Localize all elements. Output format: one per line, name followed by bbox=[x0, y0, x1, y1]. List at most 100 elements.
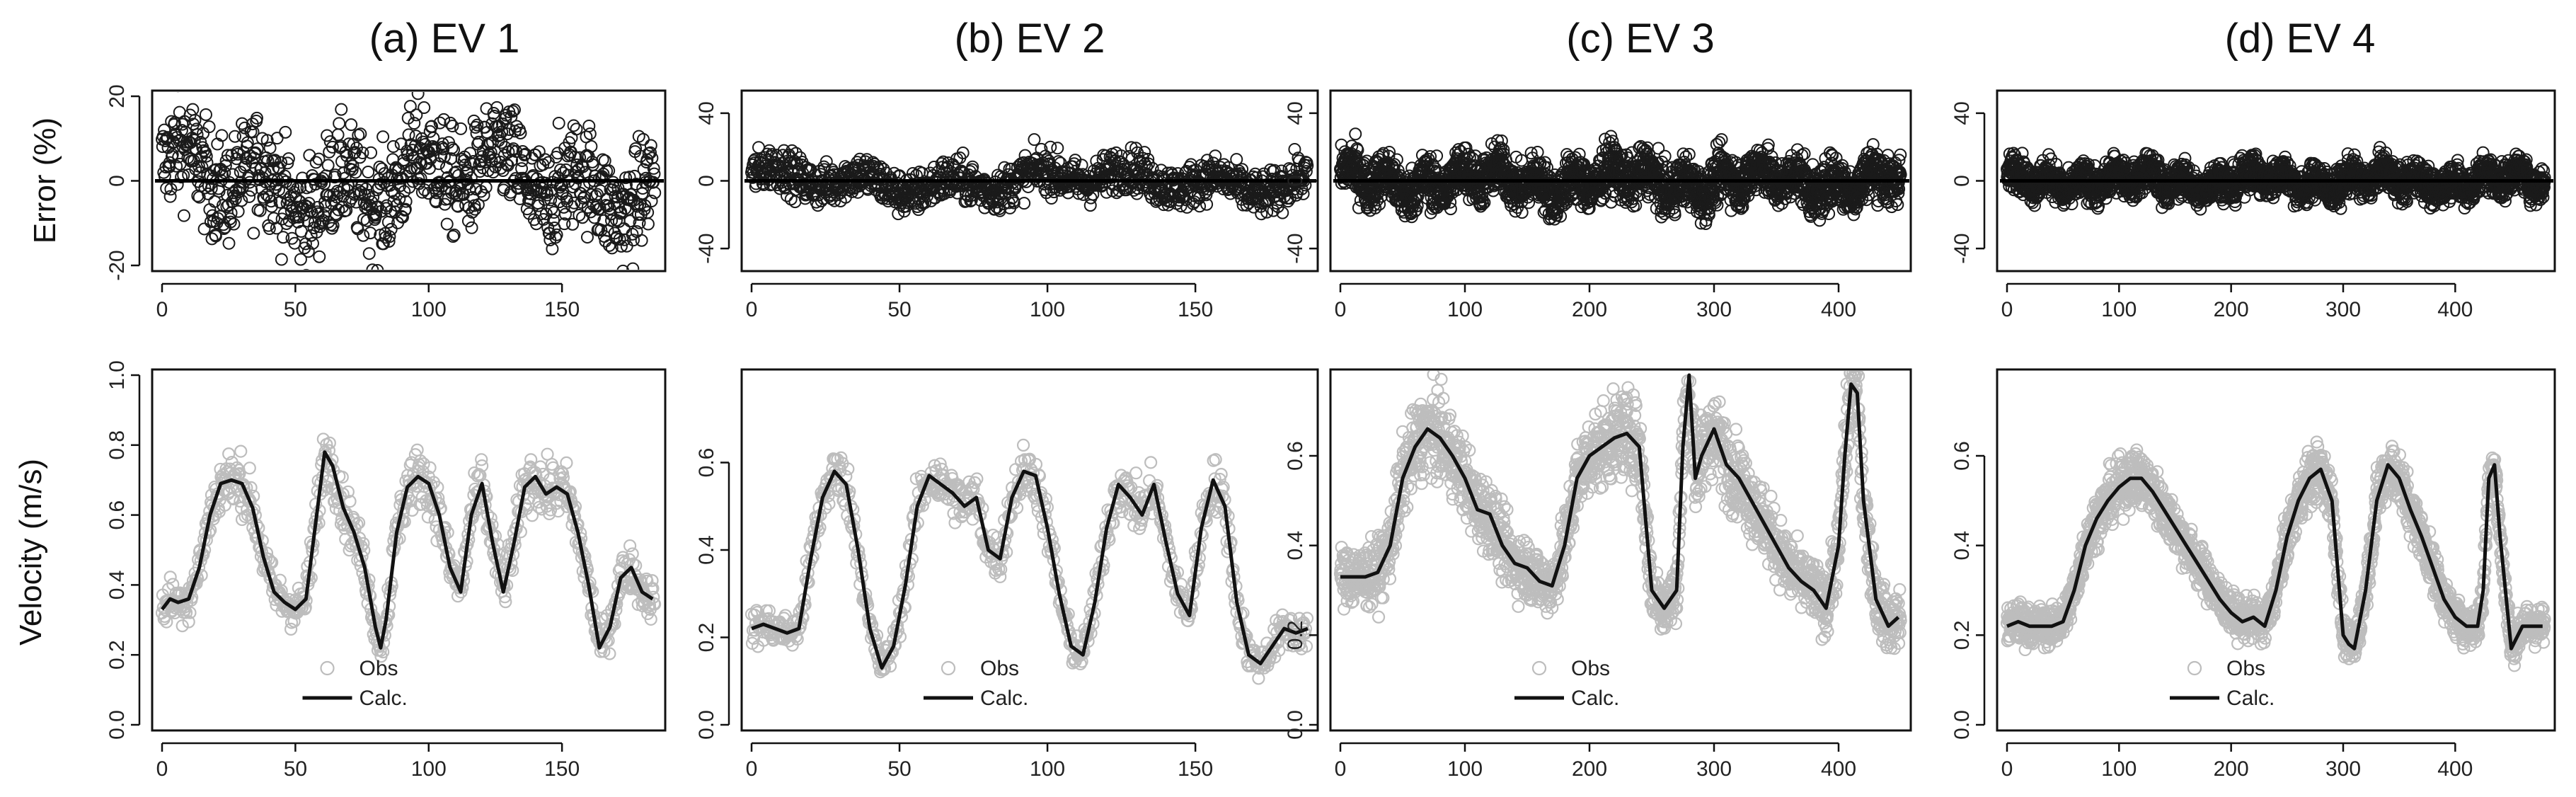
error-point bbox=[1626, 192, 1639, 205]
plot-frame bbox=[151, 89, 667, 273]
error-point bbox=[1599, 132, 1612, 146]
error-point bbox=[1491, 134, 1505, 147]
error-point bbox=[1255, 207, 1268, 221]
error-point bbox=[517, 171, 530, 185]
error-point bbox=[1713, 136, 1726, 149]
plot-frame bbox=[1996, 89, 2556, 273]
error-point bbox=[1476, 197, 1490, 211]
y-tick-label: 40 bbox=[695, 101, 718, 125]
x-tick-label: 100 bbox=[2101, 298, 2137, 321]
error-point bbox=[333, 185, 346, 199]
error-point bbox=[582, 120, 596, 133]
error-point bbox=[335, 103, 348, 116]
error-point bbox=[464, 147, 477, 160]
error-point bbox=[322, 215, 335, 229]
error-point bbox=[280, 217, 293, 230]
x-tick-label: 0 bbox=[156, 298, 168, 321]
error-point bbox=[510, 120, 524, 133]
y-tick-label: -40 bbox=[1284, 233, 1307, 263]
y-tick-label: 40 bbox=[1284, 101, 1307, 125]
y-tick-label: 0 bbox=[695, 175, 718, 187]
error-point bbox=[2126, 194, 2139, 207]
error-point bbox=[331, 128, 345, 142]
error-point bbox=[423, 125, 437, 138]
x-tick-label: 0 bbox=[2001, 298, 2013, 321]
error-point bbox=[467, 114, 481, 127]
error-point bbox=[557, 200, 570, 214]
error-point bbox=[313, 250, 326, 263]
error-point bbox=[231, 205, 245, 218]
error-point bbox=[356, 147, 369, 160]
error-point bbox=[1142, 157, 1155, 171]
error-point bbox=[432, 182, 445, 195]
error-point bbox=[514, 126, 527, 139]
error-point bbox=[352, 128, 365, 142]
error-point bbox=[215, 129, 229, 142]
panel-title-c: (c) EV 3 bbox=[1566, 16, 1715, 62]
error-point bbox=[966, 160, 979, 173]
error-point bbox=[188, 113, 202, 127]
error-point bbox=[1426, 202, 1439, 215]
error-point bbox=[177, 209, 190, 222]
error-point bbox=[515, 162, 529, 176]
error-point bbox=[1043, 178, 1057, 191]
error-point bbox=[314, 217, 327, 231]
error-point bbox=[430, 195, 443, 209]
error-point bbox=[477, 188, 490, 202]
error-point bbox=[641, 217, 655, 231]
error-point bbox=[471, 198, 485, 212]
error-point bbox=[190, 122, 203, 136]
error-point bbox=[230, 152, 243, 166]
error-point bbox=[1522, 196, 1536, 210]
error-point bbox=[468, 120, 482, 134]
error-point bbox=[529, 217, 543, 231]
error-point bbox=[414, 171, 427, 185]
error-point bbox=[321, 159, 335, 172]
y-tick-label: -40 bbox=[695, 233, 718, 263]
error-point bbox=[1200, 197, 1214, 211]
error-point bbox=[594, 184, 607, 197]
error-point bbox=[345, 192, 358, 205]
error-point bbox=[909, 197, 922, 210]
error-point bbox=[418, 183, 431, 197]
error-point bbox=[383, 230, 396, 243]
error-point bbox=[440, 217, 454, 231]
error-point bbox=[613, 232, 626, 246]
error-point bbox=[245, 183, 258, 197]
error-point bbox=[199, 108, 212, 121]
error-point bbox=[290, 200, 304, 214]
error-point bbox=[789, 147, 803, 160]
y-tick-label: 40 bbox=[1950, 101, 1974, 125]
x-tick-label: 100 bbox=[411, 298, 447, 321]
error-point bbox=[532, 145, 546, 159]
error-point bbox=[593, 202, 606, 215]
error-point bbox=[1765, 150, 1778, 164]
error-point bbox=[902, 194, 916, 207]
error-point bbox=[616, 264, 630, 270]
error-point bbox=[763, 144, 776, 157]
error-point bbox=[965, 193, 978, 207]
error-point bbox=[1540, 161, 1553, 174]
error-point bbox=[636, 132, 650, 146]
error-point bbox=[323, 135, 337, 149]
error-point bbox=[175, 171, 188, 184]
error-point bbox=[602, 239, 616, 252]
error-point bbox=[362, 247, 376, 260]
error-point bbox=[510, 145, 523, 159]
error-point bbox=[878, 172, 891, 185]
error-point bbox=[376, 130, 390, 144]
panel-title-d: (d) EV 4 bbox=[2225, 16, 2376, 62]
error-point bbox=[386, 140, 400, 154]
plot-area bbox=[1333, 127, 1909, 231]
error-point bbox=[1193, 200, 1207, 213]
error-point bbox=[2151, 154, 2165, 167]
x-tick-label: 100 bbox=[1030, 298, 1065, 321]
error-point bbox=[229, 130, 242, 143]
error-point bbox=[445, 142, 459, 155]
error-point bbox=[382, 234, 396, 248]
error-point bbox=[585, 139, 598, 153]
error-point bbox=[506, 105, 519, 118]
